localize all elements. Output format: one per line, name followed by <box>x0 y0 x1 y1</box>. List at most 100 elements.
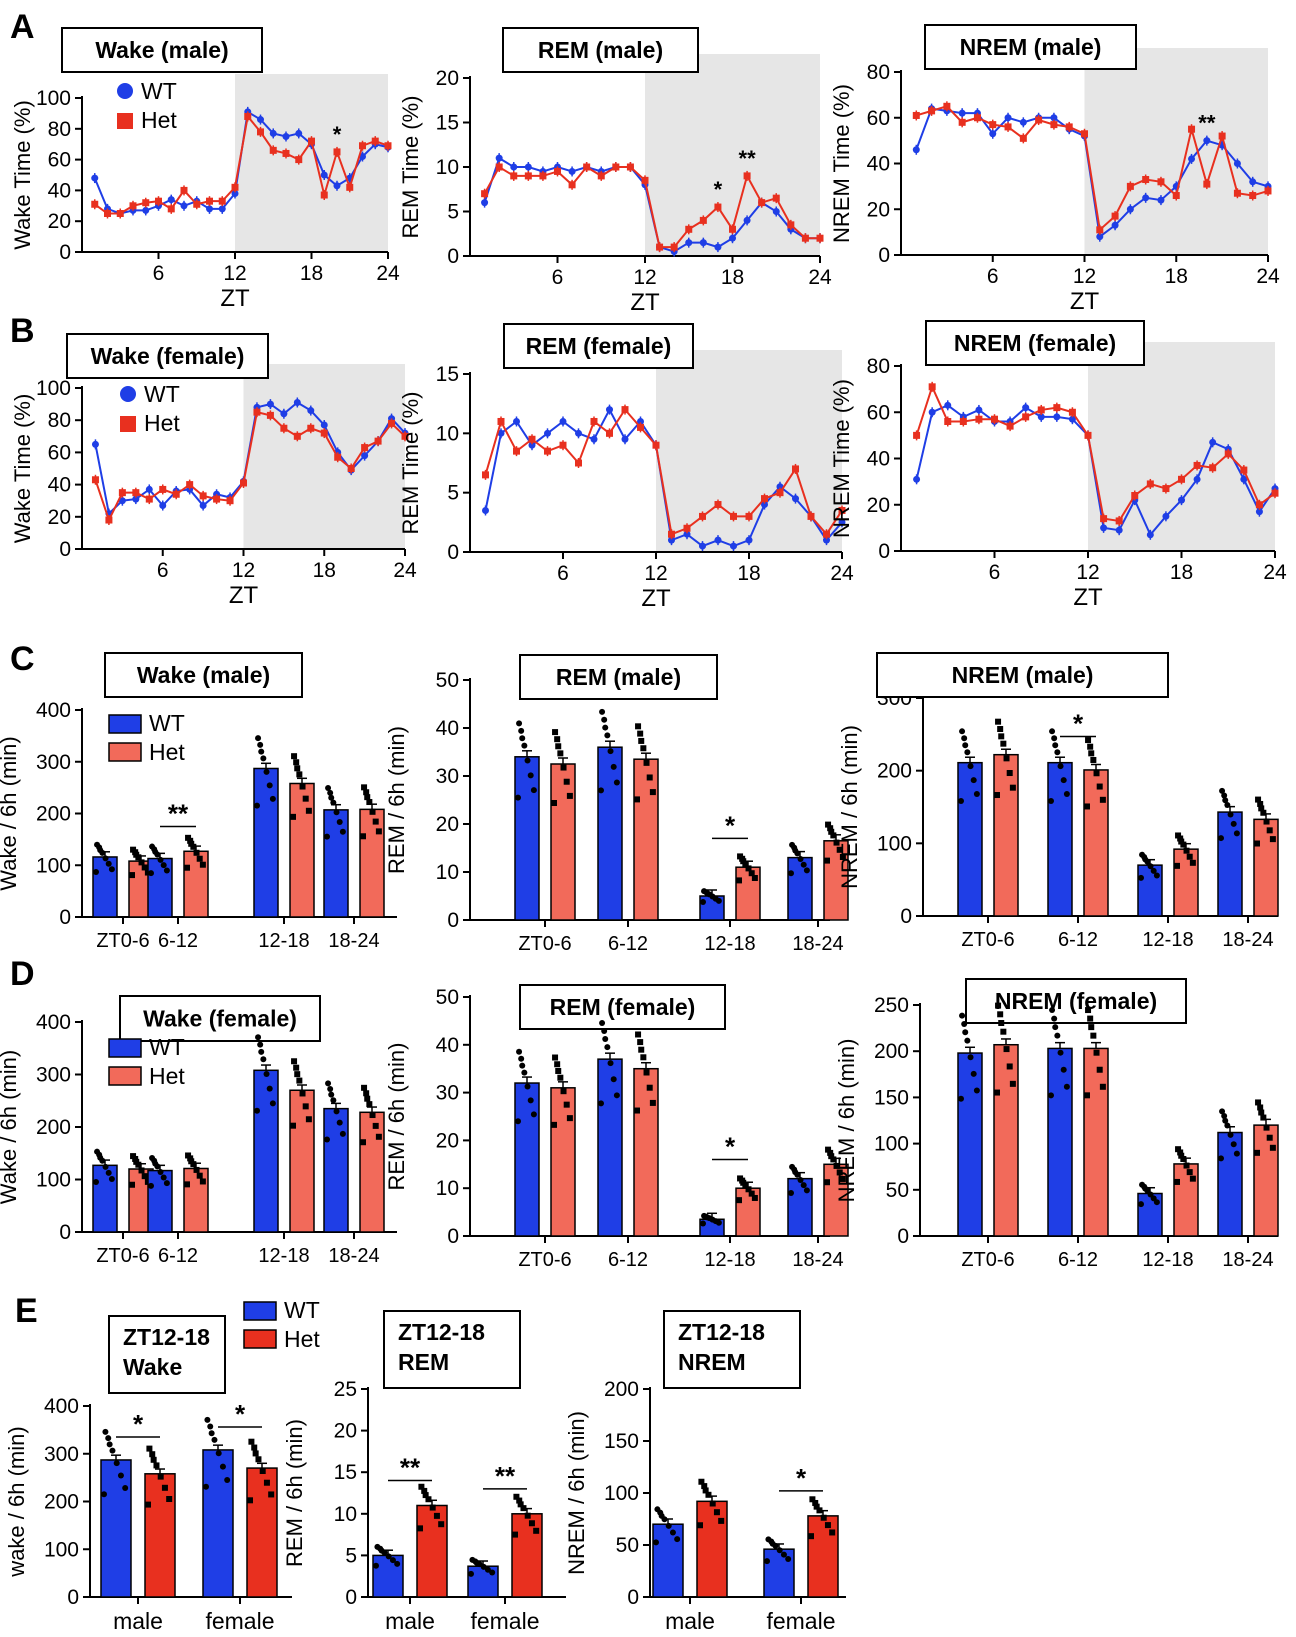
data-point-wt <box>1068 415 1076 423</box>
x-tick-label: 6-12 <box>158 1245 198 1267</box>
chart-title-line: Wake <box>123 1354 182 1380</box>
individual-point <box>610 763 617 770</box>
data-point-wt <box>1255 508 1263 516</box>
bar-wt <box>147 857 173 918</box>
individual-point <box>704 890 711 897</box>
panel-label-a: A <box>10 8 35 46</box>
y-tick-label: 10 <box>334 1503 357 1526</box>
y-axis-label: REM / 6h (min) <box>282 1419 307 1567</box>
data-point-het <box>928 383 936 391</box>
individual-point <box>425 1496 432 1503</box>
legend-1: WT Het <box>120 381 180 436</box>
individual-point <box>964 1037 971 1044</box>
bar-het <box>183 1167 209 1233</box>
individual-point <box>792 847 799 854</box>
data-point-het <box>1053 404 1061 412</box>
individual-point <box>824 1179 830 1186</box>
individual-point <box>105 1435 112 1442</box>
data-point-het <box>787 221 795 229</box>
individual-point <box>146 1445 153 1452</box>
individual-point <box>106 1441 113 1448</box>
bar-het <box>1083 1047 1109 1237</box>
y-axis-label: REM / 6h (min) <box>384 1043 409 1191</box>
x-tick-label: 18-24 <box>792 1249 843 1271</box>
data-point-het <box>159 485 167 493</box>
data-point-het <box>973 114 981 122</box>
data-point-wt <box>1146 531 1154 539</box>
bar-wt <box>1137 864 1163 917</box>
individual-point <box>293 1064 300 1071</box>
y-tick-label: 300 <box>36 751 71 774</box>
individual-point <box>958 798 964 805</box>
y-tick-label: 5 <box>447 201 459 224</box>
individual-point <box>1175 832 1182 839</box>
individual-point <box>193 849 200 856</box>
individual-point <box>1049 1007 1056 1014</box>
individual-point <box>1260 1114 1267 1121</box>
individual-point <box>736 1197 742 1204</box>
individual-point <box>737 853 744 860</box>
individual-point <box>1153 1199 1160 1206</box>
individual-point <box>1263 1124 1270 1131</box>
y-tick-label: 10 <box>436 861 459 884</box>
individual-point <box>700 1220 706 1227</box>
individual-point <box>102 1428 109 1435</box>
individual-point <box>769 1540 776 1547</box>
individual-point <box>489 1569 496 1576</box>
x-tick-label: ZT0-6 <box>518 933 571 955</box>
y-tick-label: 100 <box>36 1169 71 1192</box>
individual-point <box>1257 1104 1264 1111</box>
individual-point <box>658 1512 665 1519</box>
data-point-wt <box>699 542 706 550</box>
individual-point <box>1085 1007 1092 1014</box>
y-tick-label: 100 <box>874 1133 909 1156</box>
y-tick-label: 60 <box>48 149 71 172</box>
individual-point <box>324 833 330 840</box>
x-tick-label: 24 <box>830 562 854 585</box>
individual-point <box>527 1097 534 1104</box>
data-point-wt <box>180 202 188 210</box>
x-tick-label: 24 <box>808 266 832 289</box>
data-point-wt <box>1178 496 1185 504</box>
individual-point <box>973 1087 980 1094</box>
individual-point <box>637 1039 644 1046</box>
y-axis-label: Wake Time (%) <box>10 100 35 250</box>
individual-point <box>958 1095 964 1102</box>
x-tick-label: 18 <box>737 562 760 585</box>
individual-point <box>1142 856 1149 863</box>
bar-het <box>735 866 761 921</box>
individual-point <box>1052 742 1059 749</box>
individual-point <box>827 1149 834 1156</box>
individual-point <box>1051 1015 1058 1022</box>
individual-point <box>1258 1109 1265 1116</box>
individual-point <box>1138 1201 1144 1208</box>
x-tick-label: 24 <box>376 262 400 285</box>
x-tick-label: ZT0-6 <box>961 929 1014 951</box>
individual-point <box>1060 1066 1067 1073</box>
data-point-wt <box>1115 526 1123 534</box>
x-tick-label: 18-24 <box>328 930 379 952</box>
data-point-het <box>240 479 247 487</box>
individual-point <box>824 1522 831 1529</box>
individual-point <box>521 742 528 749</box>
chart-title: Wake (female) <box>91 343 245 369</box>
bar-het <box>511 1513 543 1598</box>
individual-point <box>269 1100 276 1107</box>
individual-point <box>296 1077 303 1084</box>
x-tick-label: ZT0-6 <box>518 1249 571 1271</box>
individual-point <box>1087 1015 1094 1022</box>
bar-wt <box>1047 761 1073 917</box>
individual-point <box>130 1153 137 1160</box>
data-point-het <box>510 172 518 180</box>
bar-het <box>633 758 659 921</box>
data-point-het <box>199 492 207 500</box>
data-point-wt <box>132 495 140 503</box>
x-tick-label: male <box>665 1608 715 1634</box>
individual-point <box>967 763 974 770</box>
data-point-het <box>776 489 784 497</box>
chart-title: Wake (female) <box>143 1006 297 1032</box>
individual-point <box>293 759 300 766</box>
data-point-het <box>180 186 188 194</box>
data-point-wt <box>282 133 290 140</box>
